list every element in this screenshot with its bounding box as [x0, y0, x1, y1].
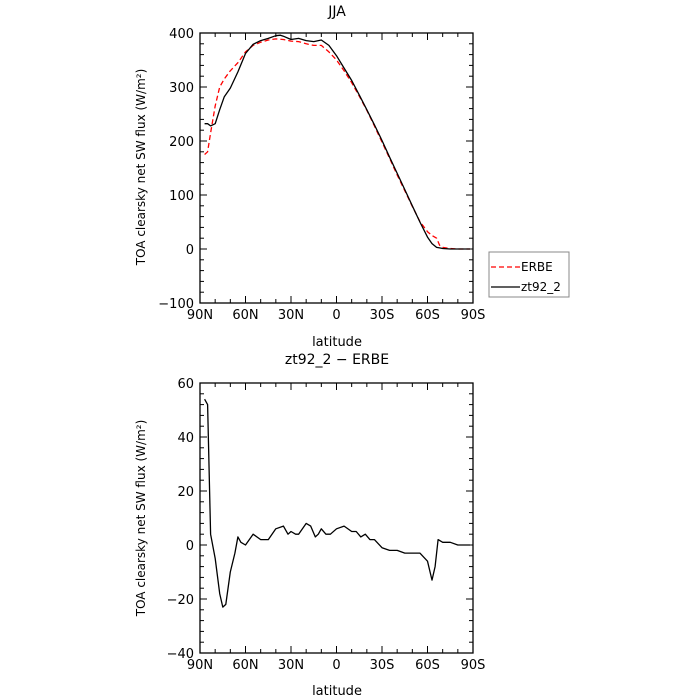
x-tick-label: 60N [232, 658, 258, 673]
y-tick-label: 40 [177, 431, 194, 446]
top-ylabel: TOA clearsky net SW flux (W/m²) [134, 69, 148, 267]
x-tick-label: 90N [187, 658, 213, 673]
top-title: JJA [327, 4, 346, 20]
bottom-ylabel: TOA clearsky net SW flux (W/m²) [134, 420, 148, 618]
x-tick-label: 30S [370, 658, 395, 673]
y-tick-label: −20 [167, 593, 194, 608]
y-tick-label: 0 [186, 539, 194, 554]
y-tick-label: 400 [169, 27, 194, 42]
x-tick-label: 90S [461, 658, 486, 673]
x-tick-label: 30N [278, 658, 304, 673]
x-tick-label: 90N [187, 308, 213, 323]
top-xlabel: latitude [312, 335, 362, 350]
bottom-plot-area: 90N 60N 30N 0 30S 60S 90S −40 −20 0 20 40 60 [167, 377, 486, 673]
bottom-xlabel: latitude [312, 684, 362, 699]
top-panel: JJA 90N 60N 30N 0 30S 60S 90S −100 0 100 200 300 400… [134, 4, 570, 350]
y-tick-label: 100 [169, 189, 194, 204]
legend-erbe-label: ERBE [521, 260, 553, 274]
top-plot-area: 90N 60N 30N 0 30S 60S 90S −100 0 100 200 300 400 [158, 27, 485, 323]
y-tick-label: 20 [177, 485, 194, 500]
y-tick-label: 200 [169, 135, 194, 150]
series-line-diff-0 [204, 398, 470, 608]
plot-frame-0 [199, 32, 474, 304]
series-line-zt92-2 [204, 34, 470, 250]
y-tick-label: −40 [167, 647, 194, 662]
x-tick-label: 30S [370, 308, 395, 323]
x-tick-label: 0 [332, 308, 340, 323]
y-tick-label: 0 [186, 243, 194, 258]
series-line-erbe [204, 38, 470, 250]
bottom-panel: zt92_2 − ERBE 90N 60N 30N 0 30S 60S 90S −40 −20 0… [134, 352, 485, 699]
x-tick-label: 30N [278, 308, 304, 323]
legend-zt92-label: zt92_2 [521, 280, 561, 294]
x-tick-label: 60S [415, 308, 440, 323]
y-tick-label: 60 [177, 377, 194, 392]
y-tick-label: −100 [158, 297, 194, 312]
y-tick-label: 300 [169, 81, 194, 96]
top-legend: ERBE zt92_2 [488, 251, 570, 298]
bottom-title: zt92_2 − ERBE [285, 352, 389, 368]
plot-frame-1 [199, 382, 474, 654]
x-tick-label: 0 [332, 658, 340, 673]
x-tick-label: 60S [415, 658, 440, 673]
legend-box [488, 251, 570, 298]
x-tick-label: 60N [232, 308, 258, 323]
x-tick-label: 90S [461, 308, 486, 323]
